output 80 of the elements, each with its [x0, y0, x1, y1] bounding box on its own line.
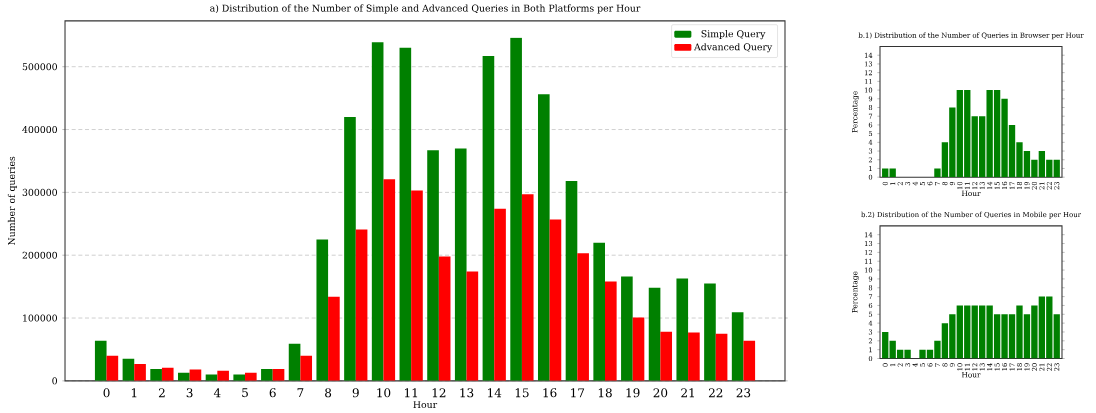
x-tick-label: 13 — [460, 388, 474, 398]
x-axis-title: Hour — [413, 401, 438, 409]
x-tick-label: 6 — [269, 388, 276, 398]
bar — [731, 312, 744, 382]
x-tick-label: 14 — [488, 388, 502, 398]
bar — [371, 42, 384, 382]
bar — [427, 150, 439, 382]
bar — [632, 317, 645, 382]
x-tick-label: 10 — [377, 388, 391, 398]
x-tick-label: 9 — [352, 388, 359, 398]
bar — [383, 179, 396, 382]
x-tick-label: 4 — [213, 388, 221, 398]
bar — [889, 168, 896, 178]
bar — [122, 359, 135, 382]
x-tick-label: 2 — [158, 388, 165, 398]
legend-label: Simple Query — [701, 30, 766, 40]
bar — [355, 229, 368, 382]
y-tick-label: 400000 — [22, 126, 57, 134]
bar — [438, 256, 451, 382]
x-tick-label: 12 — [432, 388, 446, 398]
x-tick-label: 19 — [626, 388, 640, 398]
bar — [715, 333, 728, 382]
x-tick-label: 22 — [708, 388, 723, 398]
x-tick-label: 17 — [571, 388, 585, 398]
bar — [882, 332, 889, 359]
bar — [621, 276, 633, 382]
bar — [660, 332, 673, 382]
x-tick-label: 18 — [598, 388, 612, 398]
y-tick-label: 100000 — [23, 314, 57, 322]
bar — [510, 38, 522, 382]
x-tick-label: 21 — [681, 388, 695, 398]
y-tick-label: 200000 — [22, 251, 57, 259]
x-tick-label: 20 — [653, 388, 668, 398]
bar — [482, 56, 495, 382]
x-tick-label: 23 — [736, 388, 751, 398]
x-tick-label: 7 — [297, 388, 304, 398]
chart-title: a) Distribution of the Number of Simple and Advanced Queries in Both Platforms per Hour — [210, 4, 641, 14]
bar — [577, 253, 589, 382]
bar — [593, 242, 605, 382]
x-tick-label: 8 — [325, 388, 332, 398]
bar — [454, 148, 467, 382]
bar — [94, 340, 107, 382]
y-axis-title: Number of queries — [7, 156, 17, 246]
bar — [648, 288, 661, 382]
bar — [537, 94, 550, 382]
bar — [344, 117, 356, 382]
bar — [521, 194, 534, 382]
bar — [261, 369, 273, 382]
bar — [328, 296, 340, 382]
y-tick-label: 500000 — [22, 63, 57, 71]
bar — [882, 168, 889, 178]
bar — [676, 278, 689, 382]
bar — [288, 344, 301, 382]
bar — [106, 355, 119, 382]
bar — [300, 355, 313, 382]
bar — [316, 239, 329, 382]
x-tick-label: 15 — [515, 388, 529, 398]
bar — [704, 283, 716, 382]
x-tick-label: 3 — [186, 388, 193, 398]
bar — [549, 219, 562, 382]
x-tick-label: 16 — [543, 388, 557, 398]
x-tick-label: 1 — [131, 388, 137, 398]
x-tick-label: 0 — [103, 388, 110, 398]
x-tick-label: 11 — [404, 388, 418, 398]
bar — [605, 281, 617, 382]
x-tick-label: 5 — [242, 388, 248, 398]
bar — [411, 190, 423, 382]
y-tick-label: 300000 — [22, 189, 57, 197]
bar — [217, 371, 229, 382]
bar — [565, 181, 578, 382]
bar — [134, 364, 146, 382]
bar — [494, 208, 506, 382]
bar — [743, 340, 756, 382]
y-tick-label: 0 — [52, 377, 58, 385]
bar — [688, 332, 700, 382]
bar — [466, 271, 479, 382]
bar — [150, 369, 162, 382]
bar — [399, 48, 412, 382]
bar — [161, 367, 174, 382]
legend-label: Advanced Query — [693, 43, 773, 53]
